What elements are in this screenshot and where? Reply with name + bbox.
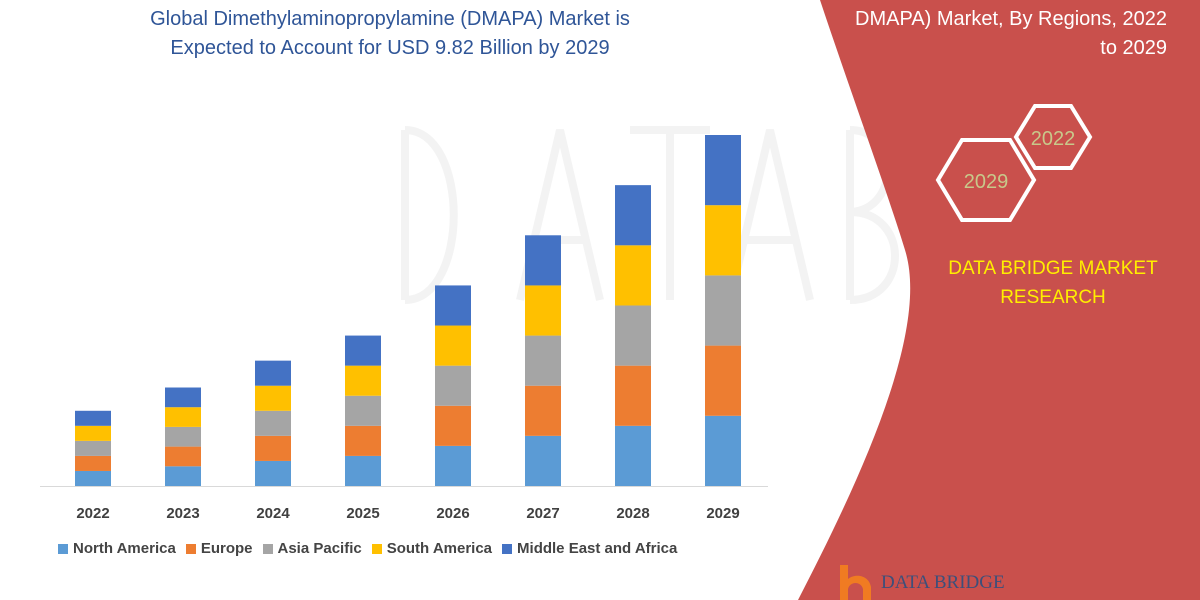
bar-segment (705, 135, 741, 206)
bar-segment (165, 426, 201, 447)
x-tick-label: 2026 (436, 505, 469, 522)
logo-icon (840, 565, 871, 600)
bar-segment (345, 335, 381, 366)
bar-segment (75, 455, 111, 471)
bar-segment (165, 446, 201, 467)
bar-segment (165, 466, 201, 486)
logo: DATA BRIDGE (835, 565, 1005, 600)
x-tick-label: 2029 (706, 505, 739, 522)
legend-swatch (371, 543, 382, 554)
bar-segment (435, 325, 471, 366)
title-line-1: Global Dimethylaminopropylamine (DMAPA) … (150, 8, 630, 30)
bar-segment (435, 405, 471, 446)
chart-title: Global Dimethylaminopropylamine (DMAPA) … (60, 5, 720, 63)
bar-segment (525, 435, 561, 486)
right-title-line-2: to 2029 (1100, 37, 1167, 59)
bar-segment (525, 385, 561, 436)
legend-label: Middle East and Africa (517, 540, 678, 557)
legend-label: Asia Pacific (277, 540, 362, 557)
bar-segment (255, 460, 291, 486)
bar-segment (525, 235, 561, 286)
bar-segment (615, 365, 651, 426)
bar-segment (615, 305, 651, 366)
legend-swatch (58, 543, 68, 554)
bar-segment (75, 410, 111, 426)
x-tick-label: 2023 (166, 505, 199, 522)
bar-segment (75, 470, 111, 486)
x-tick-label: 2022 (76, 505, 109, 522)
legend-swatch (185, 543, 196, 554)
legend-item: South America (371, 540, 493, 557)
bar-segment (435, 285, 471, 326)
bar-segment (255, 410, 291, 436)
x-tick-label: 2027 (526, 505, 559, 522)
hexagon-2029-label: 2029 (964, 171, 1009, 193)
bar-segment (75, 425, 111, 441)
bar-segment (345, 395, 381, 426)
legend-swatch (502, 543, 513, 554)
title-line-2: Expected to Account for USD 9.82 Billion… (170, 37, 610, 59)
stacked-bar-chart: 2022 2023 2024 2025 2026 2027 2028 2029 (40, 135, 768, 522)
bar-segment (705, 205, 741, 276)
legend-label: Europe (200, 540, 253, 557)
bar-segment (525, 335, 561, 386)
bar-segment (75, 440, 111, 456)
legend-label: South America (386, 540, 493, 557)
bar-segment (525, 285, 561, 336)
hexagon-2022 (1013, 104, 1093, 170)
bar-segment (705, 275, 741, 346)
right-title: DMAPA) Market, By Regions, 2022 to 2029 (855, 5, 1167, 63)
bar-segment (705, 345, 741, 416)
brand-line-2: RESEARCH (1000, 287, 1106, 308)
legend-item: Asia Pacific (262, 540, 362, 557)
brand-line-1: DATA BRIDGE MARKET (948, 258, 1158, 279)
bar-segment (255, 435, 291, 461)
bar-segment (165, 387, 201, 408)
x-tick-label: 2028 (616, 505, 649, 522)
bar-segment (615, 245, 651, 306)
legend-swatch (262, 543, 273, 554)
brand-text: DATA BRIDGE MARKET RESEARCH (920, 254, 1186, 312)
bar-segment (165, 407, 201, 427)
bar-segment (615, 425, 651, 486)
logo-text: DATA BRIDGE (881, 571, 1005, 593)
bar-segment (705, 415, 741, 486)
bar-segment (255, 385, 291, 411)
legend: North America Europe Asia Pacific South Ame… (58, 540, 677, 557)
bar-segment (435, 365, 471, 406)
hexagon-2029 (935, 138, 1037, 222)
bar-segment (345, 425, 381, 456)
bar-segment (345, 365, 381, 396)
right-title-line-1: DMAPA) Market, By Regions, 2022 (855, 8, 1167, 30)
bar-segment (435, 445, 471, 486)
hexagon-2022-label: 2022 (1031, 128, 1076, 150)
x-tick-label: 2025 (346, 505, 379, 522)
legend-item: Middle East and Africa (502, 540, 677, 557)
legend-item: Europe (185, 540, 253, 557)
legend-item: North America (58, 540, 176, 557)
red-panel (798, 0, 1200, 600)
bar-segment (615, 185, 651, 246)
legend-label: North America (73, 540, 176, 557)
bar-segment (255, 360, 291, 386)
x-tick-label: 2024 (256, 505, 290, 522)
bar-segment (345, 455, 381, 486)
